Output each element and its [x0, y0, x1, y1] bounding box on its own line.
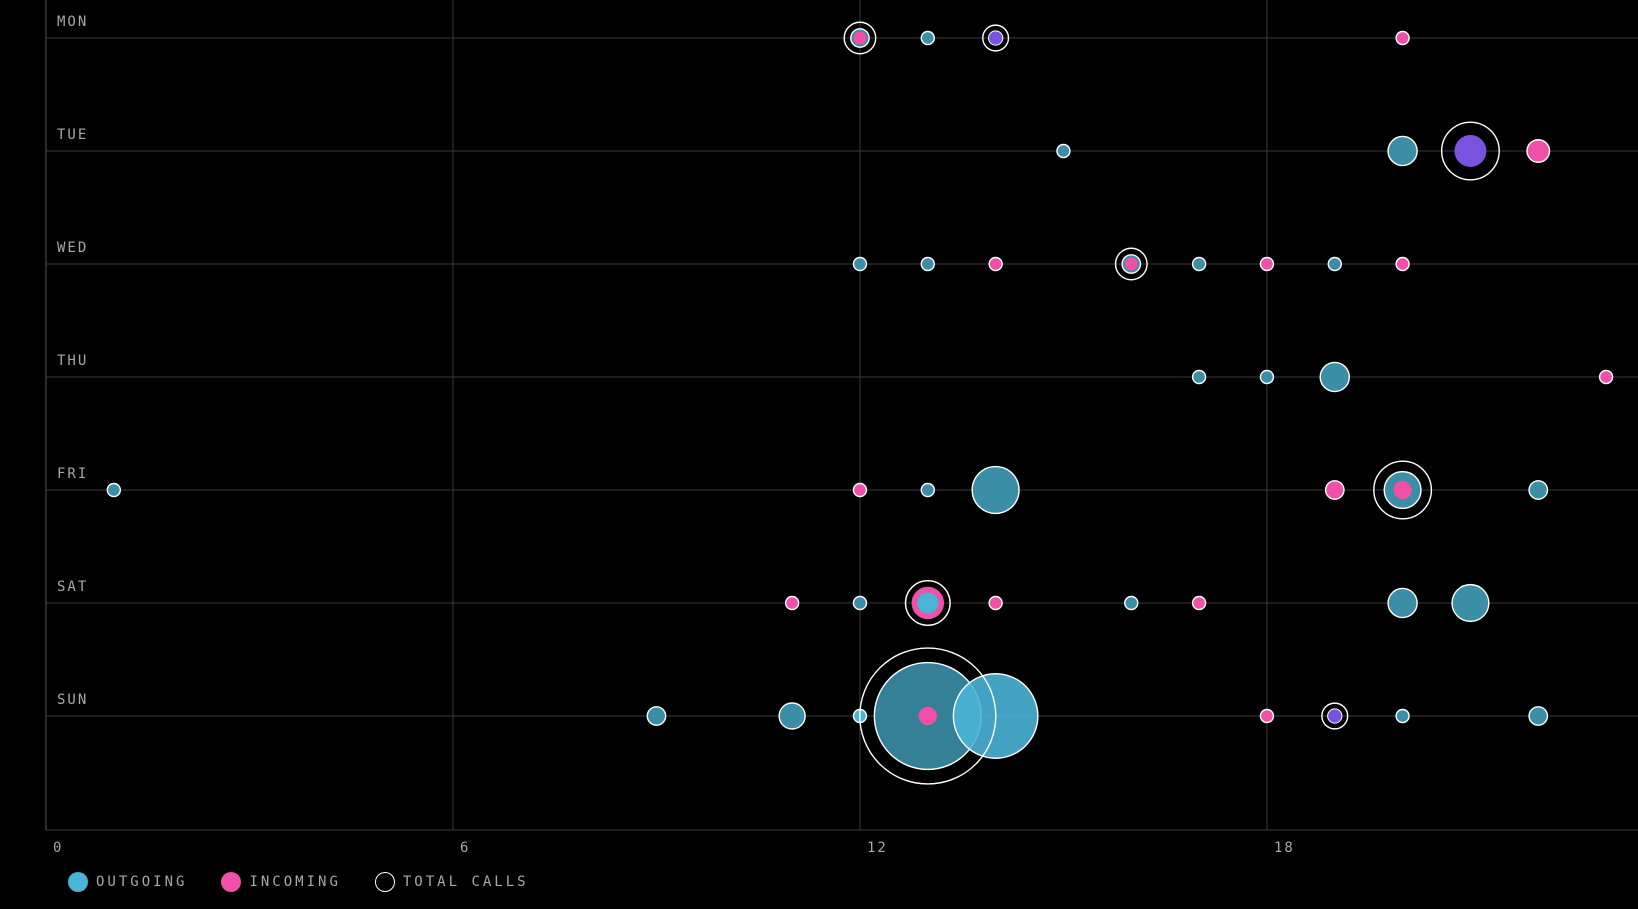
total-calls-ring — [859, 647, 997, 785]
legend-swatch-outgoing — [68, 872, 88, 892]
day-label: SAT — [57, 579, 88, 595]
outgoing-bubble — [778, 702, 806, 730]
outgoing-bubble — [920, 482, 935, 498]
day-label: THU — [57, 353, 88, 369]
total-calls-ring — [982, 24, 1010, 52]
outgoing-bubble — [852, 595, 868, 611]
legend-label-total-calls: TOTAL CALLS — [402, 874, 529, 890]
both-bubble — [1327, 708, 1343, 724]
outgoing-bubble — [1528, 706, 1549, 726]
incoming-bubble — [918, 706, 937, 726]
legend-swatch-total-calls — [374, 872, 395, 892]
incoming-bubble — [853, 31, 867, 45]
chart-legend: OUTGOING INCOMING TOTAL CALLS — [68, 872, 563, 892]
outgoing-bubble — [920, 30, 935, 46]
day-label: WED — [57, 240, 88, 256]
incoming-bubble — [1395, 30, 1410, 46]
incoming-bubble — [852, 482, 868, 498]
outgoing-bubble — [1387, 587, 1418, 619]
outgoing-bubble — [852, 256, 868, 272]
outgoing-bubble — [1327, 256, 1342, 272]
x-tick-label: 18 — [1274, 840, 1295, 856]
legend-label-incoming: INCOMING — [249, 874, 341, 890]
chart-grid — [45, 0, 1638, 831]
total-calls-ring — [843, 21, 877, 55]
x-tick-label: 6 — [460, 840, 470, 856]
legend-item-outgoing: OUTGOING — [68, 872, 187, 892]
incoming-bubble — [1191, 595, 1207, 611]
both-bubble — [987, 30, 1004, 46]
outgoing-bubble — [1124, 595, 1139, 611]
day-label: FRI — [57, 466, 88, 482]
incoming-bubble — [1324, 480, 1345, 500]
legend-label-outgoing: OUTGOING — [96, 874, 188, 890]
chart-marks — [106, 21, 1614, 785]
outgoing-bubble — [646, 706, 667, 726]
total-calls-ring — [904, 580, 951, 626]
both-bubble — [1454, 135, 1487, 167]
outgoing-inner-bubble — [917, 592, 939, 614]
incoming-bubble — [1395, 256, 1410, 272]
outgoing-bubble — [1451, 583, 1490, 623]
legend-item-incoming: INCOMING — [221, 872, 340, 892]
incoming-bubble — [1526, 139, 1551, 163]
outgoing-bubble — [1191, 369, 1207, 385]
incoming-bubble — [1259, 256, 1275, 272]
incoming-bubble — [1124, 257, 1138, 271]
outgoing-bubble — [920, 256, 935, 272]
outgoing-bubble — [1191, 256, 1207, 272]
legend-item-total-calls: TOTAL CALLS — [374, 872, 529, 892]
total-calls-ring — [1440, 121, 1500, 181]
incoming-bubble — [1259, 708, 1275, 724]
outgoing-bubble — [1319, 361, 1351, 393]
outgoing-bubble — [1056, 143, 1071, 159]
outgoing-bubble — [971, 465, 1020, 515]
day-label: TUE — [57, 127, 88, 143]
incoming-bubble — [988, 256, 1003, 272]
incoming-bubble — [784, 595, 800, 611]
outgoing-bubble — [1528, 480, 1549, 500]
x-tick-label: 0 — [53, 840, 63, 856]
x-tick-label: 12 — [867, 840, 888, 856]
total-calls-ring — [1321, 702, 1349, 730]
incoming-bubble — [988, 595, 1003, 611]
outgoing-bubble — [1395, 708, 1410, 724]
total-calls-ring — [1373, 460, 1433, 520]
incoming-bubble — [1598, 369, 1614, 385]
day-label: MON — [57, 14, 88, 30]
total-calls-ring — [1114, 247, 1148, 281]
chart-labels: MON TUE WED THU FRI SAT SUN 0 6 12 18 — [53, 14, 1295, 856]
outgoing-bubble — [106, 482, 122, 498]
legend-swatch-incoming — [221, 872, 242, 892]
incoming-bubble — [1393, 480, 1412, 500]
outgoing-bubble — [1259, 369, 1275, 385]
outgoing-bubble — [1387, 135, 1418, 167]
day-label: SUN — [57, 692, 88, 708]
